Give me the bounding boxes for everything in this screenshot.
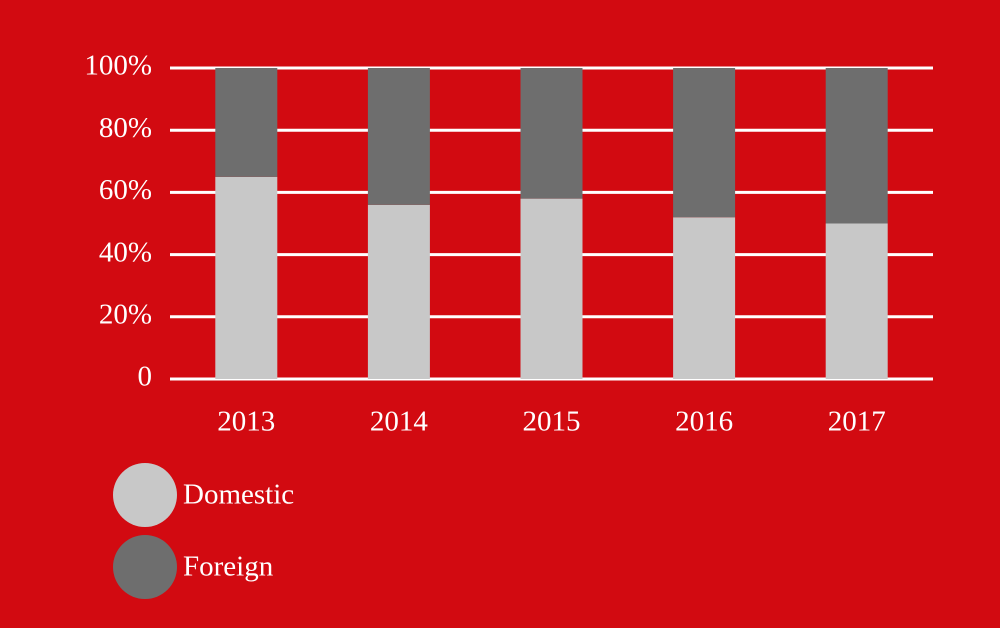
bar-segment [673, 217, 736, 379]
legend-swatch [113, 463, 177, 527]
bar-segment [673, 68, 736, 218]
y-tick-label: 40% [99, 236, 152, 268]
legend-swatch [113, 535, 177, 599]
x-tick-label: 2013 [217, 406, 275, 438]
x-tick-label: 2015 [523, 406, 581, 438]
bar-segment [215, 176, 278, 379]
y-tick-label: 20% [99, 298, 152, 330]
y-tick-label: 80% [99, 112, 152, 144]
bar-segment [825, 68, 888, 224]
bar-segment [215, 68, 278, 177]
bar-segment [367, 204, 430, 379]
x-tick-label: 2017 [828, 406, 886, 438]
x-tick-label: 2016 [675, 406, 733, 438]
legend-label: Foreign [183, 551, 274, 583]
legend-label: Domestic [183, 479, 294, 511]
y-tick-label: 100% [84, 50, 152, 82]
y-tick-label: 60% [99, 174, 152, 206]
bar-segment [367, 68, 430, 205]
bar-segment [825, 223, 888, 379]
bar-segment [520, 198, 583, 379]
x-tick-label: 2014 [370, 406, 429, 438]
bar-segment [520, 68, 583, 199]
y-tick-label: 0 [138, 361, 153, 393]
